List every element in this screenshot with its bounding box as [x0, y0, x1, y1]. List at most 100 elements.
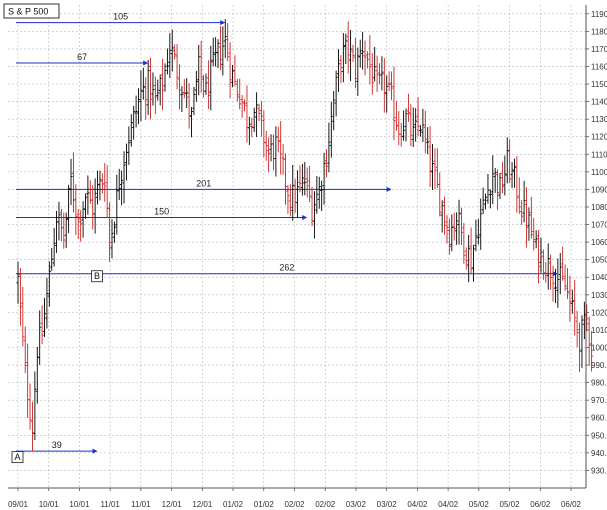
ohlc-bar: [512, 158, 517, 188]
ohlc-bar: [486, 173, 490, 204]
ohlc-bar: [377, 63, 382, 85]
ohlc-bar: [442, 196, 447, 235]
ohlc-bar: [211, 37, 215, 67]
ohlc-bar: [86, 175, 90, 215]
ohlc-bar: [180, 86, 184, 112]
ohlc-bar: [67, 184, 71, 234]
ohlc-bar: [346, 21, 350, 74]
ohlc-bar: [404, 108, 408, 142]
ohlc-bar: [216, 39, 220, 69]
ohlc-bar: [570, 289, 574, 314]
x-tick-label: 06/02: [561, 500, 582, 509]
arrow-head: [143, 60, 149, 66]
ohlc-bar: [385, 75, 389, 113]
ohlc-bar: [474, 219, 478, 252]
x-tick-label: 11/01: [100, 500, 120, 509]
ohlc-bar: [132, 105, 136, 140]
y-tick-label: 990.00: [591, 361, 607, 370]
arrow-label: 67: [77, 52, 87, 62]
ohlc-bar: [520, 200, 524, 225]
ohlc-bar: [303, 161, 307, 196]
axes: 930.00 940.00 950.00 960.00 970.00 980.00 990.…: [8, 5, 607, 509]
ohlc-bar: [269, 134, 273, 162]
ohlc-bar: [505, 137, 509, 184]
ohlc-bar: [361, 31, 365, 70]
grid: [8, 5, 586, 488]
ohlc-bar: [522, 180, 526, 223]
y-tick-label: 1090.00: [591, 185, 607, 194]
ohlc-bar: [332, 90, 336, 131]
ohlc-bar: [351, 44, 355, 62]
y-tick-label: 1080.00: [591, 203, 607, 212]
x-tick-label: 02/02: [284, 500, 305, 509]
ohlc-bar: [165, 48, 170, 75]
ohlc-bar: [336, 49, 341, 92]
ohlc-bar: [421, 108, 425, 143]
ohlc-bar: [173, 44, 177, 60]
ohlc-bar: [240, 95, 244, 118]
ohlc-bar: [339, 55, 343, 83]
ohlc-bar: [549, 254, 553, 290]
ohlc-bar: [95, 170, 100, 205]
ohlc-bar: [194, 70, 198, 102]
ohlc-bar: [286, 185, 290, 214]
ohlc-bar: [79, 210, 83, 242]
ohlc-bar: [426, 127, 430, 155]
ohlc-bar: [370, 53, 374, 95]
ohlc-bar: [322, 152, 326, 205]
ohlc-bar: [308, 165, 312, 203]
ohlc-bar: [182, 79, 186, 99]
arrow-head: [386, 186, 392, 192]
y-tick-label: 1190.00: [591, 10, 607, 19]
x-tick-label: 09/01: [8, 500, 29, 509]
ohlc-bar: [23, 326, 27, 374]
y-tick-label: 1020.00: [591, 308, 607, 317]
arrow-label: 201: [196, 178, 211, 188]
ohlc-bar: [382, 57, 386, 113]
ohlc-bar: [250, 117, 254, 138]
ohlc-bar: [433, 148, 437, 190]
ohlc-bar: [341, 33, 345, 83]
ohlc-bar: [476, 218, 480, 245]
arrow-label: 262: [279, 263, 294, 273]
ohlc-bar: [18, 268, 23, 326]
ohlc-bar: [100, 173, 104, 194]
ohlc-bar: [317, 176, 321, 209]
marker-box: [91, 270, 103, 283]
ohlc-bar: [394, 100, 398, 131]
ohlc-bar: [561, 246, 565, 281]
arrow-label: 150: [154, 207, 169, 217]
ohlc-bar: [151, 72, 155, 106]
ohlc-bar: [445, 215, 449, 244]
marker-label: A: [14, 452, 20, 462]
ohlc-bar: [230, 64, 235, 88]
ohlc-bar: [471, 244, 476, 282]
ohlc-bar: [141, 67, 145, 100]
ohlc-bar: [264, 131, 268, 161]
ohlc-bar: [368, 35, 372, 85]
ohlc-bar: [488, 189, 492, 209]
ohlc-bar: [365, 51, 370, 69]
ohlc-bar: [534, 230, 538, 249]
x-tick-label: 02/02: [315, 500, 336, 509]
y-tick-label: 1130.00: [591, 115, 607, 124]
ohlc-bar: [353, 37, 358, 89]
ohlc-bar: [81, 201, 85, 238]
ohlc-bar: [510, 162, 514, 189]
chart-title-box: S & P 500: [3, 3, 60, 19]
ohlc-bar: [563, 264, 567, 291]
ohlc-bar: [493, 167, 497, 193]
ohlc-bar: [553, 268, 558, 304]
ohlc-bar: [242, 99, 247, 112]
ohlc-bar: [57, 201, 61, 241]
ohlc-bar: [373, 47, 377, 82]
y-tick-label: 1000.00: [591, 343, 607, 352]
ohlc-bar: [163, 63, 167, 92]
ohlc-bar: [204, 73, 208, 95]
ohlc-bar: [206, 60, 210, 110]
ohlc-bar: [414, 108, 418, 142]
ohlc-bar: [524, 187, 529, 248]
arrow-label: 39: [52, 440, 62, 450]
x-tick-label: 04/02: [407, 500, 428, 509]
ohlc-bar: [127, 126, 131, 165]
